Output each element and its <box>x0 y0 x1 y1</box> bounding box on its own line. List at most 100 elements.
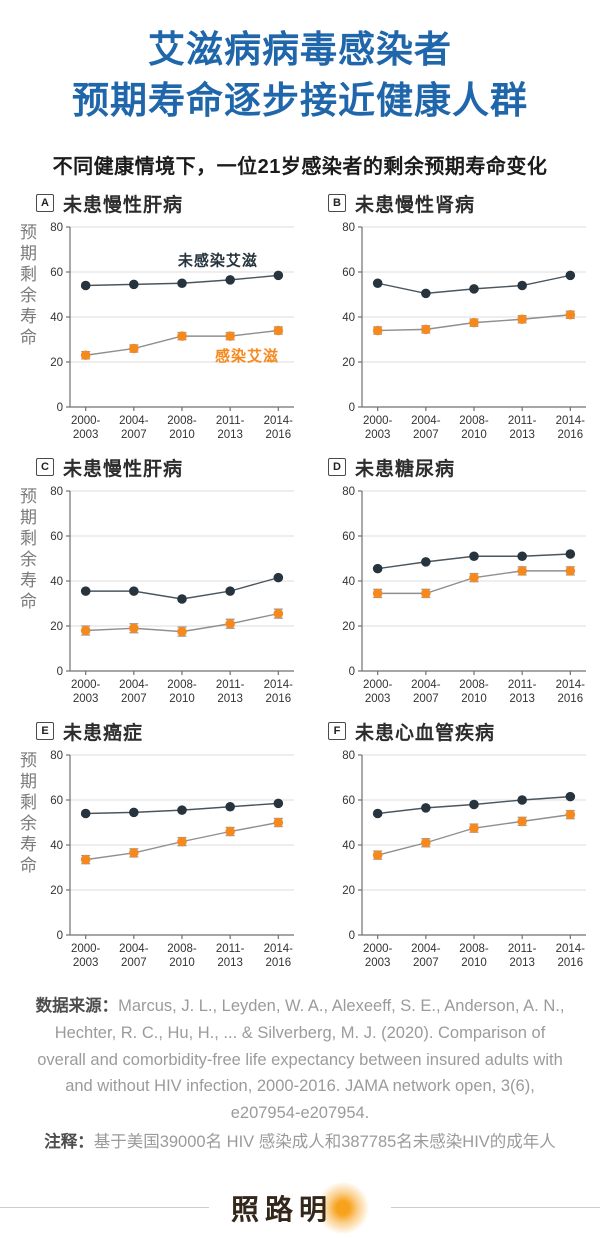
data-point-uninfected <box>372 808 383 819</box>
y-tick-label: 40 <box>50 840 63 852</box>
data-point-infected <box>273 325 284 336</box>
source-label: 数据来源： <box>35 997 119 1016</box>
data-point-uninfected <box>177 594 187 604</box>
chart-svg-d: 0 20 40 60 80 2000- 2003 2004- 2007 2008- 2010 2011… <box>342 486 586 705</box>
x-tick-label: 2008- <box>167 679 197 691</box>
x-tick-label: 2007 <box>413 957 439 969</box>
y-axis-label: 预期剩余寿命 <box>17 223 36 350</box>
data-point-infected <box>225 826 235 837</box>
panel-b: B 未患慢性肾病 0 20 40 60 80 2000- 2003 2004- 2007 2008- 2… <box>306 191 598 449</box>
data-point-infected <box>372 325 383 336</box>
data-point-uninfected <box>177 278 187 289</box>
y-tick-label: 40 <box>342 840 355 852</box>
data-point-uninfected <box>273 572 284 583</box>
y-tick-label: 20 <box>50 621 63 633</box>
x-tick-label: 2011- <box>508 943 537 955</box>
data-point-infected <box>80 854 91 865</box>
x-tick-label: 2011- <box>508 679 537 691</box>
data-point-infected <box>421 838 431 848</box>
source-text: Marcus, J. L., Leyden, W. A., Alexeeff, … <box>37 997 565 1122</box>
data-point-infected <box>469 572 479 583</box>
y-tick-label: 0 <box>57 666 63 678</box>
data-point-uninfected <box>273 270 284 281</box>
y-tick-label: 40 <box>342 576 355 588</box>
data-point-uninfected <box>129 807 139 818</box>
x-tick-label: 2013 <box>217 693 243 705</box>
data-point-uninfected <box>517 551 527 562</box>
data-point-uninfected <box>129 586 139 597</box>
data-point-uninfected <box>517 795 527 805</box>
data-point-infected <box>372 850 383 861</box>
legend-uninfected: 未感染艾滋 <box>177 251 258 269</box>
y-tick-label: 60 <box>342 267 355 279</box>
x-tick-label: 2016 <box>266 957 292 969</box>
x-tick-label: 2008- <box>459 415 489 427</box>
x-tick-label: 2003 <box>365 429 391 441</box>
x-tick-label: 2007 <box>413 693 439 705</box>
panel-letter-badge: C <box>36 458 54 477</box>
x-tick-label: 2008- <box>167 943 197 955</box>
x-tick-label: 2004- <box>411 415 441 427</box>
panel-title: 未患慢性肾病 <box>355 194 476 216</box>
data-point-infected <box>177 331 187 342</box>
x-tick-label: 2016 <box>266 693 292 705</box>
panel-header: E 未患癌症 <box>36 719 306 744</box>
data-point-uninfected <box>225 275 235 285</box>
x-tick-label: 2000- <box>71 943 101 955</box>
x-tick-label: 2010 <box>169 429 195 441</box>
x-tick-label: 2007 <box>121 957 147 969</box>
x-tick-label: 2004- <box>119 679 149 691</box>
y-tick-label: 0 <box>349 930 355 942</box>
panel-c: C 未患慢性肝病 预期剩余寿命 0 20 40 60 80 2000- 2003 2004- 2007… <box>14 455 306 713</box>
x-tick-label: 2003 <box>365 957 391 969</box>
note: 注释：基于美国39000名 HIV 感染成人和387785名未感染HIV的成年人 <box>30 1129 570 1156</box>
x-tick-label: 2016 <box>558 693 584 705</box>
panel-letter-badge: B <box>328 194 346 213</box>
data-point-infected <box>565 809 576 820</box>
x-tick-label: 2003 <box>73 693 99 705</box>
data-point-infected <box>469 317 479 328</box>
panel-a: A 未患慢性肝病 预期剩余寿命 0 20 40 60 80 2000- 2003 2004- 2007… <box>14 191 306 449</box>
logo: 照路明 <box>208 1179 392 1238</box>
legend-infected: 感染艾滋 <box>215 347 279 365</box>
data-point-infected <box>469 823 479 834</box>
panel-title: 未患慢性肝病 <box>63 194 184 216</box>
x-tick-label: 2014- <box>264 415 294 427</box>
panel-d: D 未患糖尿病 0 20 40 60 80 2000- 2003 2004- 2007 2008- 20… <box>306 455 598 713</box>
note-text: 基于美国39000名 HIV 感染成人和387785名未感染HIV的成年人 <box>93 1132 556 1151</box>
data-point-uninfected <box>273 798 284 809</box>
logo-text: 照路明 <box>230 1194 334 1226</box>
x-tick-label: 2010 <box>169 957 195 969</box>
x-tick-label: 2000- <box>363 943 393 955</box>
y-tick-label: 60 <box>342 795 355 807</box>
data-point-infected <box>565 566 576 576</box>
x-tick-label: 2014- <box>556 943 586 955</box>
data-point-infected <box>129 848 139 858</box>
y-tick-label: 0 <box>57 402 63 414</box>
data-point-infected <box>177 836 187 847</box>
data-point-infected <box>517 816 527 827</box>
x-tick-label: 2011- <box>216 415 245 427</box>
x-tick-label: 2011- <box>508 415 537 427</box>
y-tick-label: 20 <box>342 621 355 633</box>
x-tick-label: 2007 <box>121 429 147 441</box>
x-tick-label: 2004- <box>411 943 441 955</box>
header: 艾滋病病毒感染者 预期寿命逐步接近健康人群 不同健康情境下，一位21岁感染者的剩余… <box>0 0 600 179</box>
data-point-infected <box>372 588 383 599</box>
x-tick-label: 2000- <box>71 415 101 427</box>
chart-svg-e: 0 20 40 60 80 2000- 2003 2004- 2007 2008- 2010 2011… <box>50 750 294 969</box>
x-tick-label: 2014- <box>264 679 294 691</box>
y-tick-label: 0 <box>349 666 355 678</box>
data-point-infected <box>273 817 284 828</box>
y-axis-label: 预期剩余寿命 <box>17 751 36 878</box>
y-tick-label: 80 <box>342 750 355 762</box>
data-point-infected <box>565 310 576 320</box>
x-tick-label: 2010 <box>461 693 487 705</box>
y-tick-label: 60 <box>50 531 63 543</box>
x-tick-label: 2013 <box>509 957 535 969</box>
panel-title: 未患癌症 <box>63 722 144 744</box>
panel-letter-badge: F <box>328 722 346 741</box>
x-tick-label: 2003 <box>365 693 391 705</box>
data-point-uninfected <box>469 551 479 562</box>
chart-svg-b: 0 20 40 60 80 2000- 2003 2004- 2007 2008- 2010 2011… <box>342 222 586 441</box>
